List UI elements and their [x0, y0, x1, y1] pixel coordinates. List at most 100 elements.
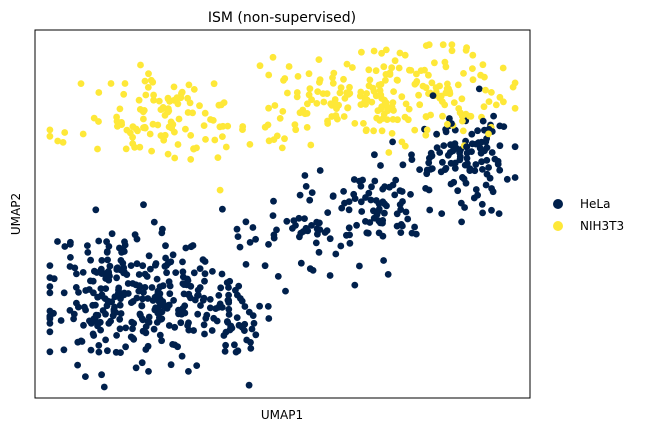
point-hela	[472, 161, 480, 168]
point-nih3t3	[390, 88, 397, 95]
point-nih3t3	[113, 113, 120, 121]
point-nih3t3	[140, 115, 147, 123]
point-hela	[425, 186, 433, 194]
point-nih3t3	[462, 46, 470, 54]
point-hela	[131, 231, 139, 239]
point-hela	[233, 225, 241, 233]
point-nih3t3	[219, 133, 226, 141]
point-hela	[61, 243, 69, 250]
point-hela	[235, 321, 243, 329]
point-hela	[196, 265, 204, 272]
point-hela	[295, 214, 303, 222]
point-hela	[60, 346, 68, 354]
point-hela	[113, 264, 121, 272]
point-nih3t3	[46, 132, 54, 140]
point-nih3t3	[402, 100, 410, 108]
point-hela	[296, 191, 304, 199]
point-nih3t3	[94, 145, 101, 153]
point-nih3t3	[448, 41, 456, 49]
point-hela	[243, 336, 251, 344]
point-hela	[144, 318, 152, 325]
point-nih3t3	[511, 104, 519, 112]
point-nih3t3	[313, 100, 321, 107]
point-hela	[191, 296, 199, 304]
point-hela	[364, 229, 372, 237]
point-nih3t3	[363, 126, 370, 134]
point-hela	[105, 268, 112, 275]
point-nih3t3	[269, 53, 277, 61]
point-nih3t3	[378, 127, 386, 135]
point-nih3t3	[417, 67, 425, 74]
point-hela	[164, 302, 172, 309]
point-nih3t3	[141, 77, 149, 85]
point-hela	[270, 197, 277, 205]
point-nih3t3	[343, 60, 351, 68]
x-axis-label: UMAP1	[261, 408, 303, 422]
point-hela	[196, 284, 204, 291]
point-nih3t3	[265, 137, 273, 145]
point-hela	[147, 265, 154, 273]
point-hela	[202, 314, 210, 322]
point-hela	[447, 180, 455, 188]
point-nih3t3	[132, 125, 140, 133]
point-hela	[306, 196, 314, 204]
point-hela	[206, 296, 214, 303]
point-hela	[269, 212, 277, 220]
point-hela	[70, 315, 77, 323]
point-hela	[297, 259, 305, 267]
point-nih3t3	[382, 46, 390, 54]
point-nih3t3	[450, 99, 458, 106]
point-hela	[478, 200, 486, 208]
point-nih3t3	[149, 120, 157, 128]
point-hela	[165, 278, 173, 286]
point-hela	[117, 310, 125, 317]
point-hela	[464, 160, 471, 168]
point-nih3t3	[396, 49, 404, 57]
point-hela	[138, 359, 146, 367]
point-hela	[90, 332, 98, 339]
point-hela	[301, 215, 308, 223]
point-hela	[154, 287, 162, 295]
point-hela	[483, 156, 491, 164]
point-hela	[282, 287, 289, 295]
point-nih3t3	[398, 93, 406, 101]
point-nih3t3	[279, 108, 287, 115]
point-hela	[436, 149, 444, 156]
point-hela	[67, 254, 74, 261]
point-hela	[87, 319, 95, 327]
point-hela	[113, 274, 120, 282]
point-nih3t3	[393, 76, 401, 84]
point-hela	[256, 302, 263, 310]
point-hela	[486, 174, 494, 182]
legend: HeLa NIH3T3	[553, 197, 624, 233]
point-hela	[75, 303, 82, 311]
point-nih3t3	[246, 141, 254, 148]
point-hela	[156, 295, 164, 303]
point-nih3t3	[271, 102, 279, 109]
point-hela	[451, 164, 459, 172]
point-hela	[156, 331, 164, 339]
point-hela	[185, 319, 192, 327]
point-nih3t3	[171, 154, 179, 162]
point-nih3t3	[256, 62, 264, 70]
point-nih3t3	[376, 87, 384, 94]
point-hela	[54, 238, 61, 245]
point-hela	[116, 301, 124, 309]
point-hela	[301, 172, 309, 179]
point-hela	[242, 261, 250, 268]
point-hela	[241, 320, 249, 328]
point-hela	[468, 148, 475, 156]
point-hela	[308, 222, 315, 229]
point-nih3t3	[460, 70, 467, 77]
point-hela	[337, 242, 345, 250]
point-nih3t3	[381, 100, 389, 108]
point-hela	[129, 298, 137, 305]
point-hela	[197, 302, 204, 309]
point-nih3t3	[278, 144, 286, 152]
point-hela	[407, 191, 414, 198]
point-hela	[112, 309, 120, 316]
point-hela	[270, 234, 278, 242]
point-hela	[384, 271, 392, 278]
point-hela	[442, 128, 450, 136]
point-nih3t3	[395, 64, 403, 72]
